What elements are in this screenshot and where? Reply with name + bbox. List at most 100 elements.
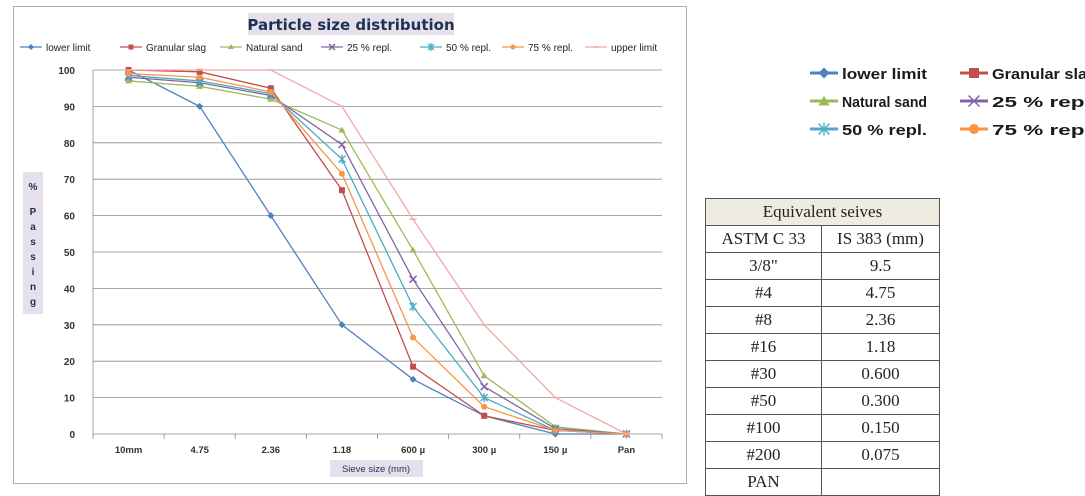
series-upper-limit: [125, 69, 630, 435]
right-legend-marker: [818, 67, 830, 79]
data-point: [409, 275, 418, 284]
data-point: [338, 321, 346, 329]
is-cell: 0.075: [821, 441, 940, 469]
right-legend: lower limit Granular slag Natural sand 25 %…: [810, 66, 1085, 139]
equivalent-seives-table: Equivalent seives ASTM C 33 IS 383 (mm) …: [705, 198, 940, 496]
legend-label: 25 % repl.: [347, 43, 392, 54]
is-cell: 0.300: [821, 387, 940, 415]
astm-cell: #50: [705, 387, 822, 415]
x-tick-label: 10mm: [115, 445, 142, 456]
is-cell: 4.75: [821, 279, 940, 307]
data-point: [409, 302, 418, 312]
data-point: [338, 187, 345, 194]
data-point: [338, 126, 346, 133]
col-header-is: IS 383 (mm): [821, 225, 940, 253]
x-tick-label: Pan: [618, 445, 636, 456]
right-legend-marker: [969, 124, 979, 134]
table-title: Equivalent seives: [705, 198, 940, 226]
legend-marker: [510, 44, 516, 50]
is-cell: 0.600: [821, 360, 940, 388]
x-tick-label: 1.18: [333, 445, 352, 456]
right-legend-label: Granular slag: [992, 66, 1085, 83]
legend-label: Natural sand: [246, 43, 303, 54]
right-legend-marker: [818, 122, 830, 136]
x-label-background: [330, 460, 423, 477]
astm-cell: #30: [705, 360, 822, 388]
title-background: [248, 13, 454, 35]
series-line: [128, 76, 627, 435]
data-point: [337, 140, 346, 149]
right-legend-label: Natural sand: [842, 94, 927, 111]
data-point: [338, 170, 345, 177]
data-point: [196, 68, 203, 75]
series-50-repl-: [124, 70, 631, 439]
y-tick-label: 40: [64, 284, 76, 295]
data-point: [480, 382, 489, 391]
data-point: [267, 212, 275, 220]
legend-marker: [28, 44, 34, 50]
is-cell: 0.150: [821, 414, 940, 442]
legend-marker: [328, 43, 336, 51]
data-point: [552, 427, 559, 434]
series-line: [128, 74, 627, 435]
series-line: [128, 80, 627, 435]
is-cell: 2.36: [821, 306, 940, 334]
data-point: [409, 246, 417, 253]
legend-label: 50 % repl.: [446, 43, 491, 54]
chart-frame: Particle size distribution lower limit Gra…: [13, 6, 687, 484]
astm-cell: #100: [705, 414, 822, 442]
y-tick-label: 30: [64, 321, 76, 332]
data-point: [410, 334, 417, 341]
y-tick-label: 50: [64, 248, 76, 259]
table-header-row: ASTM C 33 IS 383 (mm): [705, 225, 940, 253]
legend-marker: [228, 44, 234, 49]
table-row: #100 0.150: [705, 414, 940, 442]
table-title-row: Equivalent seives: [705, 198, 940, 226]
table-row: #8 2.36: [705, 306, 940, 334]
chart-title: Particle size distribution: [247, 16, 454, 34]
data-point: [267, 95, 275, 102]
astm-cell: PAN: [705, 468, 822, 496]
y-tick-label: 20: [64, 357, 76, 368]
data-point: [267, 85, 274, 92]
y-tick-label: 70: [64, 175, 76, 186]
is-cell: 9.5: [821, 252, 940, 280]
astm-cell: #200: [705, 441, 822, 469]
x-tick-label: 4.75: [190, 445, 209, 456]
right-legend-label: 75 % repl.: [992, 122, 1085, 139]
series-75-repl-: [125, 70, 630, 437]
data-point: [480, 393, 489, 403]
y-tick-label: 100: [58, 66, 75, 77]
right-legend-marker: [967, 94, 981, 108]
data-point: [196, 82, 204, 89]
y-tick-label: 60: [64, 212, 76, 223]
right-legend-label: lower limit: [842, 66, 927, 83]
table-row: #30 0.600: [705, 360, 940, 388]
data-point: [409, 375, 417, 383]
table-row: #50 0.300: [705, 387, 940, 415]
x-tick-label: 600 µ: [401, 445, 425, 456]
series-line: [128, 69, 627, 435]
astm-cell: #4: [705, 279, 822, 307]
data-point: [267, 88, 274, 95]
y-tick-label: 10: [64, 394, 76, 405]
series-line: [128, 69, 627, 435]
data-point: [196, 74, 203, 81]
is-cell: 1.18: [821, 333, 940, 361]
legend-label: 75 % repl.: [528, 43, 573, 54]
series-line: [128, 69, 627, 435]
y-tick-label: 90: [64, 102, 76, 113]
table-row: #4 4.75: [705, 279, 940, 307]
data-point: [481, 403, 488, 410]
legend-label: Granular slag: [146, 43, 206, 54]
data-point: [410, 363, 417, 370]
series-line: [128, 72, 627, 435]
legend-label: lower limit: [46, 43, 91, 54]
legend-marker: [427, 43, 435, 51]
x-axis-label: Sieve size (mm): [342, 464, 410, 475]
particle-size-chart: Particle size distribution lower limit Gra…: [20, 13, 663, 477]
legend-marker: [128, 44, 134, 50]
x-tick-label: 300 µ: [472, 445, 496, 456]
right-legend-marker: [969, 68, 979, 78]
legend-label: upper limit: [611, 43, 657, 54]
